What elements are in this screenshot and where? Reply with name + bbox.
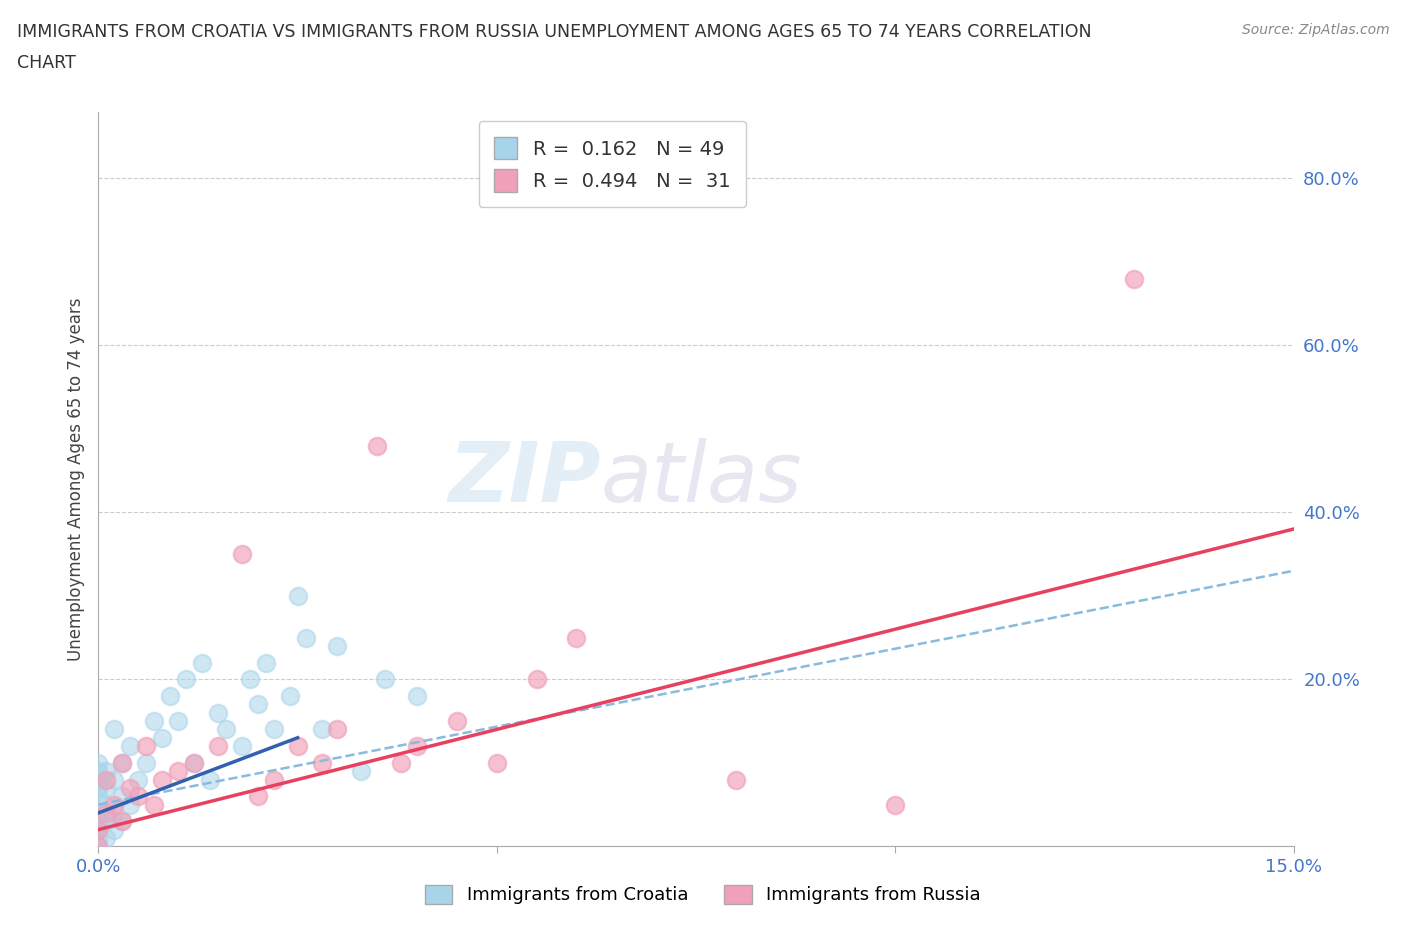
Point <box>278 688 301 703</box>
Point <box>96 780 118 795</box>
Y-axis label: Unemployment Among Ages 65 to 74 years: Unemployment Among Ages 65 to 74 years <box>66 298 84 660</box>
Point <box>167 764 190 778</box>
Point <box>103 822 125 837</box>
Point <box>87 789 110 804</box>
Point <box>263 722 285 737</box>
Point <box>191 656 214 671</box>
Point <box>239 671 262 686</box>
Point <box>287 738 309 753</box>
Point <box>87 839 110 854</box>
Point <box>111 755 134 770</box>
Point <box>120 797 142 812</box>
Point <box>87 830 110 845</box>
Point <box>87 839 110 854</box>
Point <box>135 738 157 753</box>
Point <box>87 822 110 837</box>
Text: CHART: CHART <box>17 54 76 72</box>
Point <box>724 772 747 787</box>
Point <box>254 656 277 671</box>
Point <box>884 797 907 812</box>
Point <box>198 772 221 787</box>
Text: ZIP: ZIP <box>447 438 600 520</box>
Point <box>485 755 508 770</box>
Point <box>215 722 238 737</box>
Point <box>103 722 125 737</box>
Point <box>87 805 110 820</box>
Point <box>1123 272 1146 286</box>
Point <box>96 772 118 787</box>
Point <box>311 722 333 737</box>
Legend: R =  0.162   N = 49, R =  0.494   N =  31: R = 0.162 N = 49, R = 0.494 N = 31 <box>478 121 747 207</box>
Point <box>231 547 253 562</box>
Text: IMMIGRANTS FROM CROATIA VS IMMIGRANTS FROM RUSSIA UNEMPLOYMENT AMONG AGES 65 TO : IMMIGRANTS FROM CROATIA VS IMMIGRANTS FR… <box>17 23 1091 41</box>
Point <box>111 789 134 804</box>
Point <box>96 814 118 829</box>
Point <box>87 755 110 770</box>
Point <box>446 713 468 728</box>
Point <box>87 772 110 787</box>
Point <box>87 822 110 837</box>
Point <box>174 671 197 686</box>
Point <box>143 797 166 812</box>
Point <box>96 805 118 820</box>
Point <box>207 705 229 720</box>
Text: Source: ZipAtlas.com: Source: ZipAtlas.com <box>1241 23 1389 37</box>
Point <box>389 755 412 770</box>
Point <box>127 789 149 804</box>
Point <box>287 589 309 604</box>
Point <box>263 772 285 787</box>
Point <box>350 764 373 778</box>
Point <box>96 764 118 778</box>
Point <box>103 805 125 820</box>
Point <box>366 438 388 453</box>
Point <box>183 755 205 770</box>
Point <box>159 688 181 703</box>
Point <box>87 764 110 778</box>
Point <box>111 814 134 829</box>
Point <box>406 688 429 703</box>
Legend: Immigrants from Croatia, Immigrants from Russia: Immigrants from Croatia, Immigrants from… <box>418 877 988 911</box>
Point <box>103 772 125 787</box>
Point <box>246 697 269 711</box>
Point <box>374 671 396 686</box>
Point <box>143 713 166 728</box>
Point <box>326 722 349 737</box>
Point <box>111 814 134 829</box>
Point <box>294 631 316 645</box>
Point <box>127 772 149 787</box>
Point <box>96 797 118 812</box>
Point <box>150 730 173 745</box>
Point <box>326 639 349 654</box>
Point <box>167 713 190 728</box>
Point <box>87 780 110 795</box>
Point <box>111 755 134 770</box>
Point <box>246 789 269 804</box>
Point <box>96 830 118 845</box>
Point <box>311 755 333 770</box>
Point <box>565 631 588 645</box>
Point <box>207 738 229 753</box>
Point <box>135 755 157 770</box>
Point <box>406 738 429 753</box>
Point <box>87 814 110 829</box>
Point <box>183 755 205 770</box>
Point <box>526 671 548 686</box>
Point <box>120 780 142 795</box>
Point <box>231 738 253 753</box>
Point <box>103 797 125 812</box>
Text: atlas: atlas <box>600 438 801 520</box>
Point <box>150 772 173 787</box>
Point <box>120 738 142 753</box>
